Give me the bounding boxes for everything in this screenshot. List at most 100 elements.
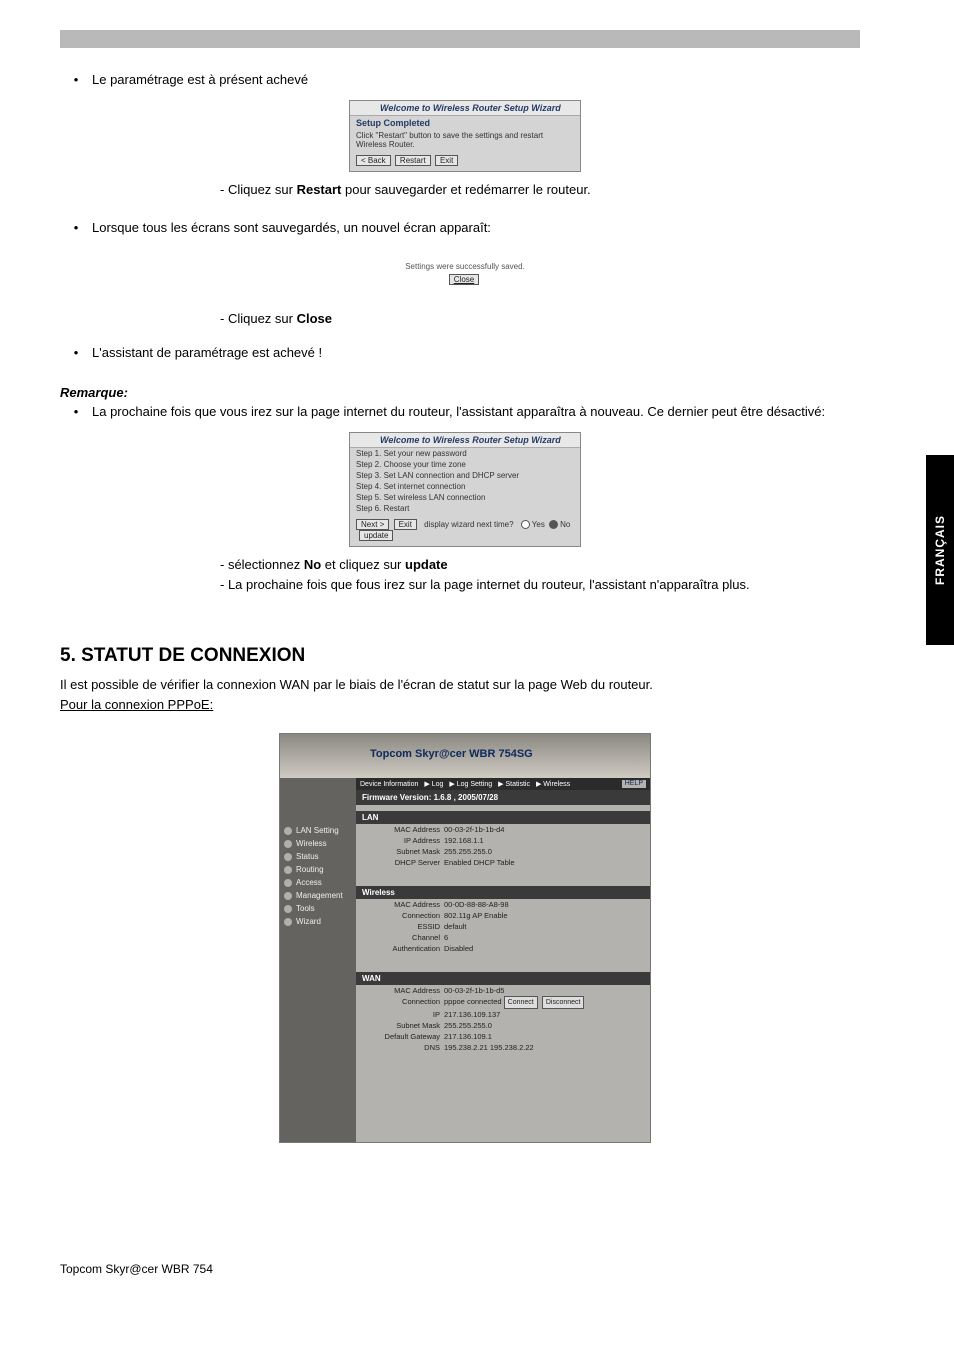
kv-key: Channel <box>362 932 444 943</box>
kv-value: Enabled DHCP Table <box>444 857 644 868</box>
kv-key: DNS <box>362 1042 444 1053</box>
sidebar-item-label: Management <box>296 891 343 900</box>
section-heading: 5. STATUT DE CONNEXION <box>60 645 870 667</box>
wizard-steps-panel: Welcome to Wireless Router Setup Wizard … <box>349 432 581 547</box>
wizard-step: Step 6. Restart <box>350 503 580 514</box>
wizard-step: Step 5. Set wireless LAN connection <box>350 492 580 503</box>
nav-link[interactable]: Statistic <box>505 781 530 788</box>
sidebar-item-wireless[interactable]: Wireless <box>280 837 356 850</box>
footer-text: Topcom Skyr@cer WBR 754 <box>60 1262 213 1276</box>
instruction-text: - Cliquez sur Close <box>220 309 870 329</box>
kv-value: 6 <box>444 932 644 943</box>
next-button[interactable]: Next > <box>356 519 389 530</box>
sidebar-item-label: Status <box>296 852 319 861</box>
exit-button[interactable]: Exit <box>394 519 417 530</box>
router-navbar: Device Information▶ Log▶ Log Setting▶ St… <box>356 778 650 790</box>
sidebar-item-lan-setting[interactable]: LAN Setting <box>280 824 356 837</box>
wan-section-header: WAN <box>356 972 650 985</box>
text-fragment: et cliquez sur <box>321 557 405 572</box>
radio-label: No <box>560 520 570 529</box>
update-button[interactable]: update <box>359 530 393 541</box>
sidebar-item-label: LAN Setting <box>296 826 339 835</box>
sidebar-item-management[interactable]: Management <box>280 889 356 902</box>
firmware-version: Firmware Version: 1.6.8 , 2005/07/28 <box>356 790 650 805</box>
router-status-panel: Topcom Skyr@cer WBR 754SG LAN Setting Wi… <box>279 733 651 1143</box>
saved-panel: Settings were successfully saved. Close <box>405 262 525 285</box>
kv-value: 00-03-2f-1b-1b-d4 <box>444 824 644 835</box>
kv-key: Connection <box>362 910 444 921</box>
nav-link[interactable]: Wireless <box>543 781 570 788</box>
body-subheading: Pour la connexion PPPoE: <box>60 695 870 715</box>
kv-key: Authentication <box>362 943 444 954</box>
close-button[interactable]: Close <box>449 274 479 285</box>
sidebar-item-label: Access <box>296 878 322 887</box>
instruction-text: - Cliquez sur Restart pour sauvegarder e… <box>220 180 870 200</box>
kv-key: Connection <box>362 996 444 1009</box>
sidebar-item-routing[interactable]: Routing <box>280 863 356 876</box>
text-bold: Restart <box>297 182 342 197</box>
nav-link[interactable]: Device Information <box>360 781 418 788</box>
kv-value: 217.136.109.137 <box>444 1009 644 1020</box>
sidebar-item-wizard[interactable]: Wizard <box>280 915 356 928</box>
wizard-subtitle: Setup Completed <box>350 116 580 130</box>
sidebar-item-access[interactable]: Access <box>280 876 356 889</box>
kv-value: 192.168.1.1 <box>444 835 644 846</box>
kv-key: IP Address <box>362 835 444 846</box>
kv-value: 255.255.255.0 <box>444 846 644 857</box>
wizard-step: Step 1. Set your new password <box>350 448 580 459</box>
kv-value: 00-0D-88-88-A8-98 <box>444 899 644 910</box>
text-bold: No <box>304 557 321 572</box>
wizard-message: Click "Restart" button to save the setti… <box>350 130 580 150</box>
wizard-step: Step 3. Set LAN connection and DHCP serv… <box>350 470 580 481</box>
sidebar-item-status[interactable]: Status <box>280 850 356 863</box>
disconnect-button[interactable]: Disconnect <box>542 996 585 1009</box>
text-bold: update <box>405 557 448 572</box>
help-button[interactable]: HELP <box>622 780 646 788</box>
connect-button[interactable]: Connect <box>504 996 538 1009</box>
bullet-dot: • <box>60 218 92 238</box>
body-text: La prochaine fois que vous irez sur la p… <box>92 402 825 422</box>
kv-key: IP <box>362 1009 444 1020</box>
kv-value: 802.11g AP Enable <box>444 910 644 921</box>
radio-label: Yes <box>532 520 545 529</box>
bullet-dot: • <box>60 343 92 363</box>
language-tab: FRANÇAIS <box>926 455 954 645</box>
wizard-title: Welcome to Wireless Router Setup Wizard <box>350 101 580 116</box>
kv-key: Default Gateway <box>362 1031 444 1042</box>
restart-button[interactable]: Restart <box>395 155 431 166</box>
wireless-section-header: Wireless <box>356 886 650 899</box>
kv-key: MAC Address <box>362 985 444 996</box>
radio-yes[interactable] <box>521 520 530 529</box>
kv-value: pppoe connected Connect Disconnect <box>444 996 644 1009</box>
body-text: L'assistant de paramétrage est achevé ! <box>92 343 322 363</box>
kv-value: 255.255.255.0 <box>444 1020 644 1031</box>
text-fragment: - sélectionnez <box>220 557 304 572</box>
lan-section-header: LAN <box>356 811 650 824</box>
text-fragment: - Cliquez sur <box>220 311 297 326</box>
nav-link[interactable]: Log <box>432 781 444 788</box>
saved-message: Settings were successfully saved. <box>405 262 525 271</box>
wizard-title: Welcome to Wireless Router Setup Wizard <box>350 433 580 448</box>
sidebar-item-tools[interactable]: Tools <box>280 902 356 915</box>
text-fragment: - Cliquez sur <box>220 182 297 197</box>
back-button[interactable]: < Back <box>356 155 391 166</box>
exit-button[interactable]: Exit <box>435 155 458 166</box>
kv-value-text: pppoe connected <box>444 997 502 1006</box>
radio-no[interactable] <box>549 520 558 529</box>
wizard-step: Step 4. Set internet connection <box>350 481 580 492</box>
wizard-completed-panel: Welcome to Wireless Router Setup Wizard … <box>349 100 581 172</box>
router-sidebar: LAN Setting Wireless Status Routing Acce… <box>280 778 356 1142</box>
kv-key: Subnet Mask <box>362 1020 444 1031</box>
language-label: FRANÇAIS <box>933 515 947 585</box>
nav-link[interactable]: Log Setting <box>457 781 492 788</box>
instruction-text: - La prochaine fois que fous irez sur la… <box>220 575 870 595</box>
sidebar-item-label: Wizard <box>296 917 321 926</box>
header-bar <box>60 30 860 48</box>
kv-value: 00-03-2f-1b-1b-d5 <box>444 985 644 996</box>
bullet-dot: • <box>60 70 92 90</box>
instruction-text: - sélectionnez No et cliquez sur update <box>220 555 870 575</box>
router-header: Topcom Skyr@cer WBR 754SG <box>280 734 650 778</box>
sidebar-item-label: Tools <box>296 904 315 913</box>
kv-value: 217.136.109.1 <box>444 1031 644 1042</box>
wizard-question: display wizard next time? <box>424 520 513 529</box>
